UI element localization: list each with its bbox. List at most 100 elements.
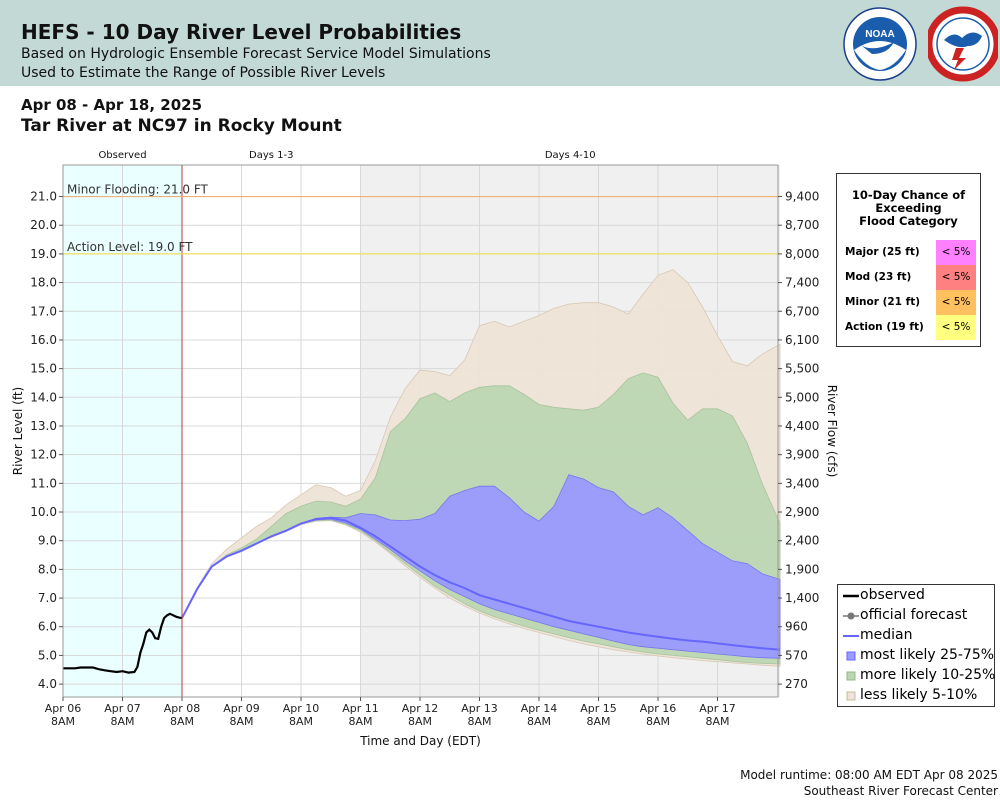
y-tick-label: 8.0 <box>38 562 57 576</box>
legend-item-official-forecast: official forecast <box>838 606 994 626</box>
y-tick-label: 16.0 <box>30 333 57 347</box>
svg-text:NOAA: NOAA <box>865 29 894 40</box>
header-banner: HEFS - 10 Day River Level Probabilities … <box>0 0 1000 86</box>
legend-item-band-10-25: more likely 10-25% <box>838 666 996 686</box>
y2-tick-label: 2,400 <box>785 534 819 548</box>
legend-label: official forecast <box>860 607 968 623</box>
flood-chance-row-moderate: Mod (23 ft) < 5% <box>845 265 976 290</box>
noaa-logo: NOAA <box>843 7 917 81</box>
series-median-line <box>181 516 781 651</box>
y2-tick-label: 1,900 <box>785 562 819 576</box>
y2-tick-label: 5,500 <box>785 362 819 376</box>
x-tick-label-day: Apr 07 <box>104 702 141 715</box>
y2-axis-label: River Flow (cfs) <box>825 385 839 478</box>
y2-tick-label: 1,400 <box>785 591 819 605</box>
axis-labels: Time and Day (EDT) River Level (ft) River … <box>11 385 839 748</box>
y-tick-label: 15.0 <box>30 362 57 376</box>
region-label: Observed <box>98 150 146 161</box>
flood-chance-row-action: Action (19 ft) < 5% <box>845 315 976 340</box>
y-axis-label: River Level (ft) <box>11 387 25 475</box>
x-tick-label-day: Apr 13 <box>461 702 498 715</box>
x-tick-label-day: Apr 06 <box>45 702 82 715</box>
band-most-likely-25-75 <box>181 474 781 659</box>
x-tick-label-hour: 8AM <box>408 715 432 728</box>
threshold-label: Minor Flooding: 21.0 FT <box>67 183 209 197</box>
series-observed-line <box>63 612 183 674</box>
legend-line-symbol <box>843 635 859 637</box>
x-tick-label-hour: 8AM <box>586 715 610 728</box>
page-subtitle-1: Based on Hydrologic Ensemble Forecast Se… <box>21 46 491 62</box>
y-tick-label: 12.0 <box>30 448 57 462</box>
chart-axes: 4.0 5.0 6.0 7.0 8.0 9.0 10.0 11.0 12.0 13.0 14.0 15… <box>30 164 819 728</box>
nws-logo <box>928 6 998 82</box>
legend-dot-line-symbol <box>843 612 859 620</box>
y-tick-label: 13.0 <box>30 419 57 433</box>
y-tick-label: 14.0 <box>30 390 57 404</box>
flood-category-name: Minor (21 ft) <box>845 296 921 308</box>
legend-item-observed: observed <box>838 586 994 606</box>
x-tick-label-hour: 8AM <box>170 715 194 728</box>
y-tick-label: 7.0 <box>38 591 57 605</box>
y-tick-label: 21.0 <box>30 190 57 204</box>
y-tick-label: 4.0 <box>38 677 57 691</box>
legend-label: observed <box>860 587 925 603</box>
x-axis-label: Time and Day (EDT) <box>359 734 481 748</box>
flood-category-chance: < 5% <box>936 265 976 290</box>
x-tick-label-day: Apr 11 <box>342 702 379 715</box>
date-range: Apr 08 - Apr 18, 2025 <box>21 96 203 114</box>
legend-item-band-25-75: most likely 25-75% <box>838 646 994 666</box>
flood-category-chance: < 5% <box>936 315 976 340</box>
x-tick-label-day: Apr 15 <box>580 702 617 715</box>
y2-tick-label: 3,400 <box>785 476 819 490</box>
y2-tick-label: 2,900 <box>785 505 819 519</box>
threshold-label: Action Level: 19.0 FT <box>67 240 193 254</box>
y2-tick-label: 9,400 <box>785 190 819 204</box>
model-runtime: Model runtime: 08:00 AM EDT Apr 08 2025 <box>740 768 998 782</box>
y2-tick-label: 570 <box>785 648 808 662</box>
flood-chance-title-line: 10-Day Chance of <box>851 188 966 202</box>
forecast-center: Southeast River Forecast Center <box>803 784 998 798</box>
x-tick-label-day: Apr 09 <box>223 702 260 715</box>
y-tick-label: 18.0 <box>30 276 57 290</box>
y-tick-label: 19.0 <box>30 247 57 261</box>
x-tick-label-day: Apr 14 <box>521 702 558 715</box>
flood-chance-row-minor: Minor (21 ft) < 5% <box>845 290 976 315</box>
y2-tick-label: 6,100 <box>785 333 819 347</box>
page-title: HEFS - 10 Day River Level Probabilities <box>21 20 462 44</box>
legend-box-symbol <box>846 651 856 661</box>
legend-label: more likely 10-25% <box>860 667 996 683</box>
x-tick-label-hour: 8AM <box>289 715 313 728</box>
y-tick-label: 9.0 <box>38 534 57 548</box>
y2-tick-label: 7,400 <box>785 276 819 290</box>
y2-tick-label: 270 <box>785 677 808 691</box>
y-tick-label: 11.0 <box>30 476 57 490</box>
region-background <box>182 165 361 697</box>
flood-chance-title: 10-Day Chance of Exceeding Flood Categor… <box>837 189 980 228</box>
x-tick-label-day: Apr 17 <box>699 702 736 715</box>
x-tick-label-day: Apr 16 <box>640 702 677 715</box>
flood-chance-title-line: Exceeding <box>875 201 942 215</box>
x-tick-label-hour: 8AM <box>229 715 253 728</box>
region-label: Days 1-3 <box>249 150 293 161</box>
probability-bands <box>181 269 781 667</box>
y-tick-label: 10.0 <box>30 505 57 519</box>
chart-legend: observed official forecast median most l… <box>837 584 995 707</box>
legend-item-median: median <box>838 626 994 646</box>
flood-category-chance: < 5% <box>936 240 976 265</box>
flood-chance-row-major: Major (25 ft) < 5% <box>845 240 976 265</box>
y-tick-label: 17.0 <box>30 304 57 318</box>
y2-tick-label: 8,700 <box>785 218 819 232</box>
x-tick-label-hour: 8AM <box>467 715 491 728</box>
x-tick-label-hour: 8AM <box>527 715 551 728</box>
flood-category-chance: < 5% <box>936 290 976 315</box>
x-tick-label-hour: 8AM <box>646 715 670 728</box>
x-tick-label-day: Apr 12 <box>402 702 439 715</box>
station-name: Tar River at NC97 in Rocky Mount <box>21 116 342 136</box>
y2-tick-label: 4,400 <box>785 419 819 433</box>
x-tick-label-day: Apr 08 <box>164 702 201 715</box>
flood-category-name: Major (25 ft) <box>845 246 920 258</box>
page-subtitle-2: Used to Estimate the Range of Possible R… <box>21 65 386 81</box>
legend-box-symbol <box>846 691 856 701</box>
x-tick-label-day: Apr 10 <box>283 702 320 715</box>
